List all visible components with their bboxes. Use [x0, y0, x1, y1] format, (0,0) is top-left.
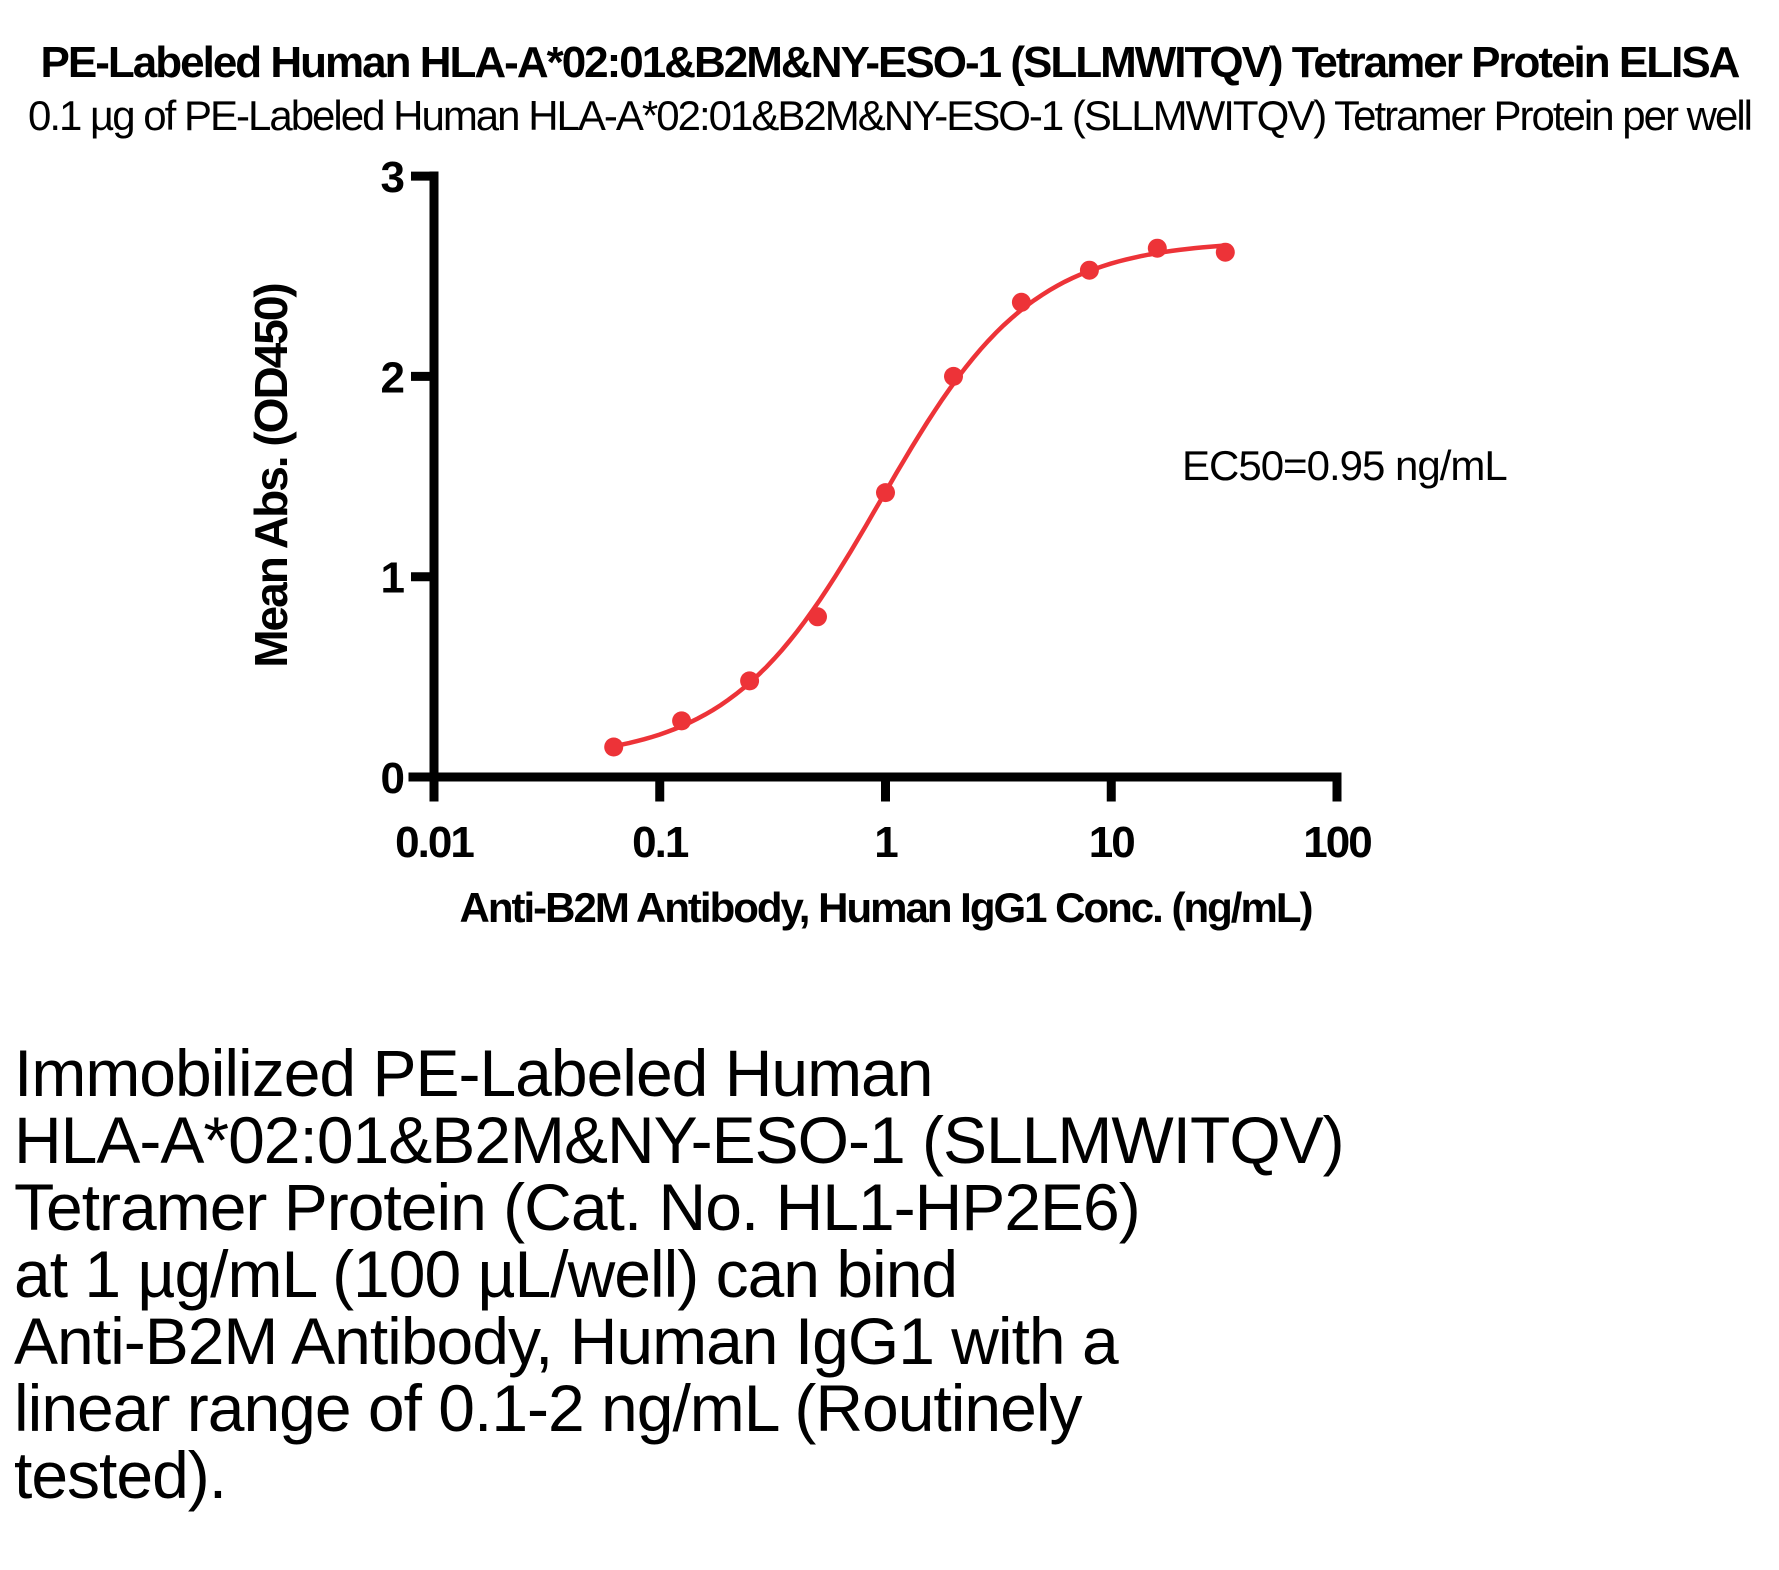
figure-title: PE-Labeled Human HLA-A*02:01&B2M&NY-ESO-… [40, 38, 1741, 87]
ec50-annotation: EC50=0.95 ng/mL [1182, 442, 1508, 489]
data-point [740, 671, 760, 691]
description-line: tested). [14, 1438, 227, 1512]
description-line: HLA-A*02:01&B2M&NY-ESO-1 (SLLMWITQV) [14, 1103, 1345, 1177]
figure-subtitle: 0.1 µg of PE-Labeled Human HLA-A*02:01&B… [27, 92, 1753, 139]
y-axis-title: Mean Abs. (OD450) [234, 170, 308, 781]
data-point [1147, 238, 1167, 258]
x-tick-label: 0.1 [632, 818, 689, 867]
y-tick-label: 1 [381, 554, 405, 603]
description-line: Immobilized PE-Labeled Human [14, 1036, 933, 1110]
description-block: Immobilized PE-Labeled Human HLA-A*02:01… [14, 1040, 1774, 1509]
data-point [1079, 260, 1099, 280]
x-tick-label: 0.01 [395, 818, 474, 867]
description-line: Anti-B2M Antibody, Human IgG1 with a [14, 1304, 1119, 1378]
y-tick-label: 3 [381, 153, 404, 202]
y-axis-title-text: Mean Abs. (OD450) [245, 283, 298, 668]
y-tick-label: 2 [381, 353, 404, 402]
data-point [1215, 242, 1235, 262]
plot-area: 0 1 2 3 0.01 0.1 1 10 100 [381, 153, 1374, 867]
y-tick-label: 0 [381, 754, 404, 803]
description-line: Tetramer Protein (Cat. No. HL1-HP2E6) [14, 1170, 1141, 1244]
fit-curve [611, 243, 1228, 749]
data-point [1011, 292, 1031, 312]
data-point [672, 711, 692, 731]
x-tick-label: 1 [874, 818, 898, 867]
x-tick-label: 100 [1303, 818, 1371, 867]
description-line: at 1 µg/mL (100 µL/well) can bind [14, 1237, 958, 1311]
description-line: linear range of 0.1-2 ng/mL (Routinely [14, 1371, 1083, 1445]
data-point [808, 607, 827, 627]
data-point [944, 366, 963, 386]
x-axis-title: Anti-B2M Antibody, Human IgG1 Conc. (ng/… [459, 884, 1314, 931]
data-point [876, 483, 895, 503]
data-point [604, 737, 624, 757]
x-tick-label: 10 [1089, 818, 1134, 867]
